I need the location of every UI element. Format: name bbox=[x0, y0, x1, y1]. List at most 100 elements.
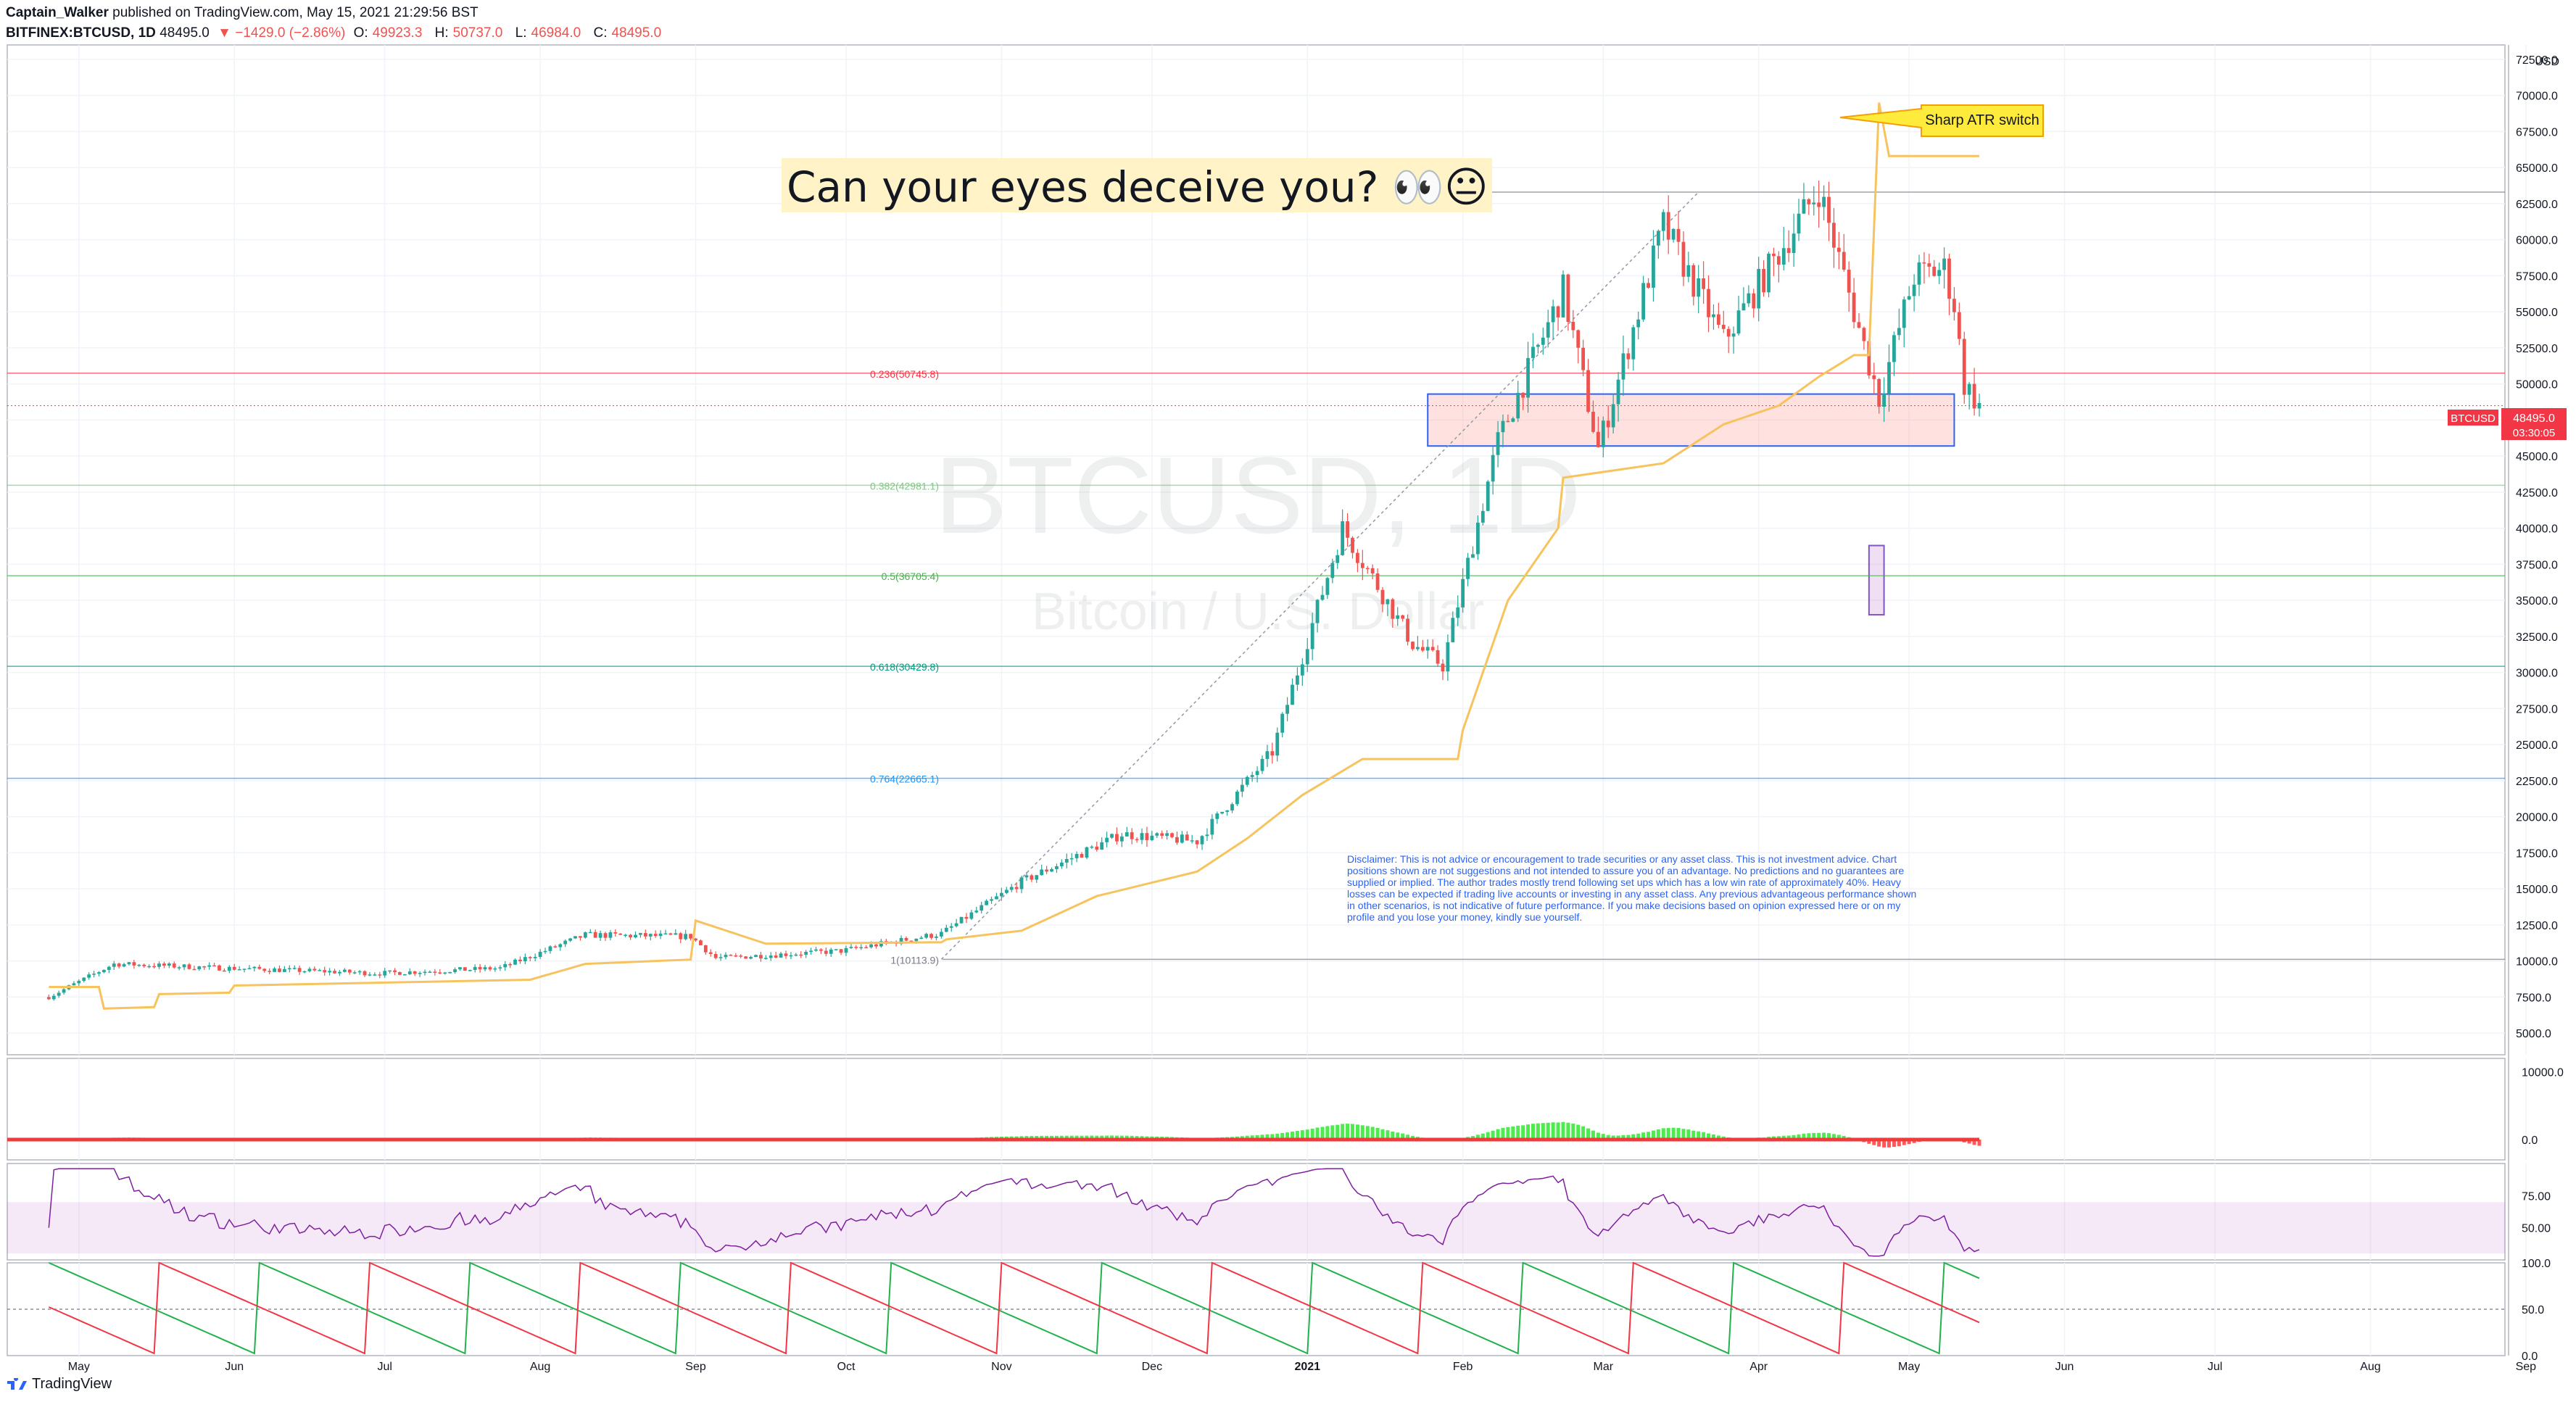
candle-body bbox=[1406, 618, 1409, 642]
candle-body bbox=[1626, 353, 1631, 360]
price-tick-label[interactable]: 40000.0 bbox=[2516, 523, 2558, 536]
candle-body bbox=[1686, 265, 1691, 277]
price-tick-label[interactable]: 70000.0 bbox=[2516, 91, 2558, 103]
candle-body bbox=[849, 947, 853, 948]
price-tick-label[interactable]: 30000.0 bbox=[2516, 668, 2558, 680]
price-tick-label[interactable]: 22500.0 bbox=[2516, 776, 2558, 788]
price-tick-label[interactable]: 37500.0 bbox=[2516, 559, 2558, 571]
price-tick-label[interactable]: 35000.0 bbox=[2516, 595, 2558, 607]
time-tick-label[interactable]: 2021 bbox=[1294, 1361, 1320, 1373]
price-tick-label[interactable]: 17500.0 bbox=[2516, 847, 2558, 860]
price-tick-label[interactable]: 32500.0 bbox=[2516, 631, 2558, 644]
highlight-zone[interactable] bbox=[1427, 393, 1955, 447]
candle-body bbox=[1842, 252, 1846, 270]
price-tick-label[interactable]: 72500.0 bbox=[2516, 54, 2558, 67]
time-tick-label[interactable]: May bbox=[68, 1361, 90, 1373]
macd-bar bbox=[1270, 1134, 1275, 1140]
price-tick-label[interactable]: 25000.0 bbox=[2516, 739, 2558, 752]
fib-level-label: 0.764(22665.1) bbox=[870, 773, 939, 785]
candle-body bbox=[608, 932, 613, 938]
annotation-sharp-atr-switch[interactable]: Sharp ATR switch bbox=[1839, 104, 2044, 137]
candle-body bbox=[1150, 835, 1154, 840]
candle-body bbox=[944, 927, 948, 932]
time-tick-label[interactable]: Jun bbox=[2055, 1361, 2074, 1373]
candle-body bbox=[1781, 248, 1786, 265]
time-tick-label[interactable]: Dec bbox=[1142, 1361, 1162, 1373]
candle-body bbox=[1832, 223, 1836, 248]
candle-body bbox=[292, 968, 297, 969]
candle-body bbox=[352, 972, 357, 974]
macd-bar bbox=[1561, 1121, 1565, 1140]
time-tick-label[interactable]: Sep bbox=[2516, 1361, 2537, 1373]
open-label: O: bbox=[353, 25, 368, 41]
time-tick-label[interactable]: Aug bbox=[2360, 1361, 2380, 1373]
highlight-zone[interactable] bbox=[1868, 544, 1885, 616]
candle-body bbox=[1932, 266, 1937, 276]
price-tick-label[interactable]: 65000.0 bbox=[2516, 162, 2558, 175]
candle-body bbox=[1872, 375, 1876, 379]
time-tick-label[interactable]: Apr bbox=[1749, 1361, 1768, 1373]
price-tick-label[interactable]: 42500.0 bbox=[2516, 487, 2558, 499]
price-tick-label[interactable]: 15000.0 bbox=[2516, 884, 2558, 896]
candle-body bbox=[428, 971, 432, 973]
candle-body bbox=[684, 934, 688, 939]
time-tick-label[interactable]: Jun bbox=[225, 1361, 244, 1373]
candle-body bbox=[1335, 555, 1340, 563]
candle-body bbox=[1712, 314, 1715, 318]
candle-body bbox=[1466, 557, 1470, 579]
time-tick-label[interactable]: Aug bbox=[530, 1361, 550, 1373]
price-tick-label[interactable]: 55000.0 bbox=[2516, 307, 2558, 319]
macd-bar bbox=[1671, 1127, 1676, 1140]
price-tick-label[interactable]: 12500.0 bbox=[2516, 920, 2558, 932]
price-tick-label[interactable]: 5000.0 bbox=[2516, 1028, 2551, 1040]
candle-body bbox=[558, 944, 563, 947]
candle-body bbox=[1772, 253, 1776, 257]
candle-body bbox=[1942, 258, 1946, 270]
candle-body bbox=[834, 949, 838, 950]
time-tick-label[interactable]: Nov bbox=[991, 1361, 1011, 1373]
candle-body bbox=[1546, 322, 1550, 338]
candle-body bbox=[273, 968, 276, 972]
publisher-name[interactable]: Captain_Walker bbox=[6, 5, 109, 20]
candle-body bbox=[969, 912, 974, 919]
candle-body bbox=[212, 965, 216, 967]
candle-body bbox=[1836, 247, 1841, 252]
candle-body bbox=[763, 958, 768, 959]
footer-brand[interactable]: TradingView bbox=[6, 1376, 112, 1393]
price-tick-label[interactable]: 50000.0 bbox=[2516, 379, 2558, 391]
time-tick-label[interactable]: Jul bbox=[2208, 1361, 2222, 1373]
time-tick-label[interactable]: Jul bbox=[377, 1361, 392, 1373]
callout-box[interactable]: Can your eyes deceive you? 👀😐 bbox=[782, 158, 1492, 212]
price-tick-label[interactable]: 45000.0 bbox=[2516, 451, 2558, 463]
macd-bar bbox=[1626, 1135, 1631, 1140]
price-tick-label[interactable]: 7500.0 bbox=[2516, 992, 2551, 1004]
candle-body bbox=[1475, 522, 1480, 555]
time-tick-label[interactable]: Feb bbox=[1453, 1361, 1473, 1373]
price-tick-label[interactable]: 62500.0 bbox=[2516, 199, 2558, 211]
macd-bar bbox=[1666, 1128, 1670, 1140]
stoch-line-green bbox=[48, 1261, 1980, 1355]
candle-body bbox=[1716, 314, 1720, 325]
candle-body bbox=[1040, 869, 1044, 876]
macd-bar bbox=[1566, 1122, 1570, 1140]
macd-bar bbox=[1486, 1132, 1490, 1140]
price-tick-label[interactable]: 52500.0 bbox=[2516, 343, 2558, 355]
time-tick-label[interactable]: Oct bbox=[837, 1361, 856, 1373]
atr-trailing-stop-line[interactable] bbox=[49, 102, 1979, 1010]
candle-body bbox=[1050, 868, 1053, 872]
price-tick-label[interactable]: 10000.0 bbox=[2516, 956, 2558, 968]
time-tick-label[interactable]: May bbox=[1898, 1361, 1920, 1373]
close-label: C: bbox=[593, 25, 608, 41]
time-tick-label[interactable]: Mar bbox=[1594, 1361, 1614, 1373]
price-tick-label[interactable]: 57500.0 bbox=[2516, 270, 2558, 283]
price-tick-label[interactable]: 20000.0 bbox=[2516, 812, 2558, 824]
price-tick-label[interactable]: 60000.0 bbox=[2516, 235, 2558, 247]
published-text: published on TradingView.com, May 15, 20… bbox=[112, 5, 479, 20]
candle-body bbox=[302, 971, 307, 973]
candle-body bbox=[342, 969, 347, 972]
time-tick-label[interactable]: Sep bbox=[685, 1361, 706, 1373]
tradingview-logo-icon bbox=[7, 1377, 27, 1390]
price-tick-label[interactable]: 27500.0 bbox=[2516, 703, 2558, 715]
price-tick-label[interactable]: 67500.0 bbox=[2516, 126, 2558, 138]
